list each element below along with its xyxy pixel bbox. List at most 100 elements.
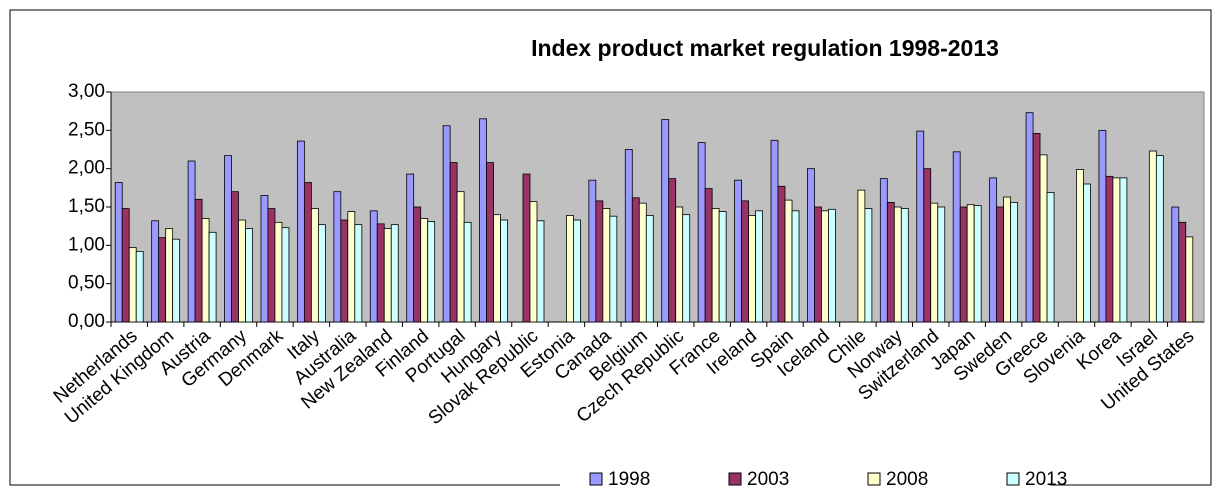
bar bbox=[486, 162, 494, 323]
bar bbox=[595, 200, 604, 323]
bar bbox=[609, 215, 618, 323]
bar bbox=[303, 182, 312, 323]
bar bbox=[1032, 132, 1041, 323]
bar bbox=[631, 197, 640, 323]
bar bbox=[952, 151, 961, 323]
bar bbox=[704, 188, 713, 323]
chart-title: Index product market regulation 1998-201… bbox=[531, 35, 999, 61]
bar bbox=[1025, 112, 1034, 323]
bar bbox=[1003, 196, 1012, 323]
bar bbox=[966, 204, 975, 323]
bar bbox=[770, 139, 779, 323]
bar bbox=[369, 210, 378, 323]
bar bbox=[427, 221, 436, 323]
bar bbox=[1098, 129, 1107, 323]
legend-swatch bbox=[728, 472, 742, 486]
bar bbox=[784, 199, 793, 323]
bar bbox=[522, 173, 531, 323]
bar bbox=[791, 210, 800, 323]
bar bbox=[821, 210, 829, 323]
legend-swatch bbox=[1006, 472, 1020, 486]
bar bbox=[566, 215, 574, 323]
bar bbox=[406, 173, 415, 323]
bar bbox=[442, 125, 451, 323]
bar bbox=[1185, 236, 1194, 323]
bar bbox=[172, 238, 181, 323]
bar bbox=[1046, 192, 1055, 323]
bar bbox=[114, 182, 123, 323]
legend-swatch bbox=[867, 472, 881, 486]
y-tick-label: 0,50 bbox=[68, 273, 105, 294]
y-tick-label: 1,00 bbox=[68, 234, 105, 255]
bar bbox=[500, 219, 508, 323]
bar bbox=[588, 179, 597, 323]
legend-label: 2008 bbox=[886, 469, 928, 490]
bar bbox=[208, 231, 217, 323]
bar bbox=[245, 228, 253, 323]
bar bbox=[807, 168, 815, 323]
bar bbox=[187, 160, 196, 323]
bar bbox=[317, 224, 326, 323]
bar bbox=[201, 218, 210, 323]
bar bbox=[864, 208, 873, 323]
bar bbox=[420, 218, 429, 323]
bar bbox=[463, 221, 472, 323]
bar bbox=[777, 185, 786, 323]
bar bbox=[916, 130, 925, 323]
bar bbox=[996, 206, 1005, 323]
bar bbox=[376, 223, 385, 323]
y-tick-label: 2,50 bbox=[68, 119, 105, 140]
legend-label: 1998 bbox=[608, 469, 650, 490]
bar bbox=[536, 220, 545, 323]
bar bbox=[937, 206, 946, 323]
bar bbox=[1083, 183, 1091, 323]
bar bbox=[857, 189, 866, 323]
bar bbox=[231, 191, 239, 323]
bar bbox=[602, 208, 611, 323]
bar bbox=[121, 208, 130, 323]
bar bbox=[1076, 169, 1084, 323]
bar bbox=[479, 118, 487, 323]
plot-area bbox=[110, 91, 1205, 323]
bar bbox=[194, 198, 203, 323]
bar bbox=[267, 208, 276, 323]
bar bbox=[748, 215, 756, 323]
bar bbox=[340, 219, 349, 323]
bar bbox=[1112, 177, 1121, 323]
bar bbox=[697, 142, 706, 323]
bar bbox=[879, 178, 888, 323]
y-tick-label: 0,00 bbox=[68, 311, 105, 332]
bar bbox=[886, 201, 895, 323]
y-tick-label: 1,50 bbox=[68, 196, 105, 217]
bar bbox=[296, 140, 305, 323]
legend-box bbox=[560, 466, 1050, 494]
bar bbox=[1119, 177, 1128, 323]
bar bbox=[347, 211, 356, 323]
bar bbox=[456, 191, 465, 323]
bar bbox=[718, 211, 727, 323]
bar bbox=[645, 215, 654, 323]
bar bbox=[989, 177, 998, 323]
bar bbox=[973, 205, 982, 323]
bar bbox=[893, 206, 902, 323]
y-tick-label: 2,00 bbox=[68, 158, 105, 179]
bar bbox=[449, 162, 458, 323]
bar bbox=[814, 206, 822, 323]
y-tick-label: 3,00 bbox=[68, 81, 105, 102]
bar bbox=[493, 214, 501, 323]
bar bbox=[661, 119, 670, 323]
bar bbox=[1010, 201, 1019, 323]
bar bbox=[930, 202, 939, 323]
bar bbox=[1148, 150, 1157, 323]
bar bbox=[675, 206, 684, 323]
bar bbox=[165, 228, 174, 323]
bar bbox=[1155, 155, 1164, 323]
bar bbox=[128, 247, 137, 323]
bar bbox=[828, 208, 836, 323]
bar bbox=[158, 237, 167, 323]
bar bbox=[573, 219, 581, 323]
bar bbox=[281, 227, 290, 323]
bar bbox=[959, 206, 968, 323]
bar bbox=[274, 221, 283, 323]
